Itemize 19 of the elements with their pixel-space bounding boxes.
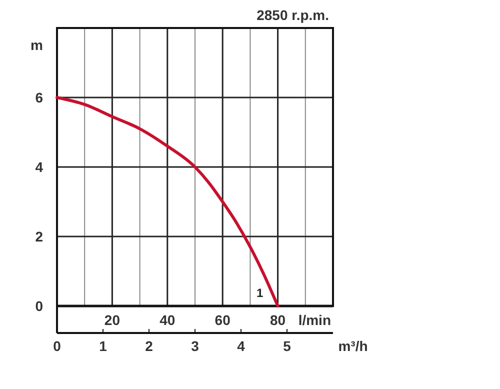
y-tick-label: 6 xyxy=(35,90,44,106)
x-tick-label: 5 xyxy=(283,338,292,354)
y-tick-label: 4 xyxy=(35,159,44,175)
x2-axis-title: l/min xyxy=(298,312,331,328)
y-tick-label: 2 xyxy=(35,228,44,244)
y-axis-title: m xyxy=(30,37,43,53)
x-axis-title: m³/h xyxy=(338,338,368,354)
x2-tick-label: 40 xyxy=(160,312,176,328)
x-tick-label: 3 xyxy=(191,338,200,354)
x-tick-label: 0 xyxy=(53,338,62,354)
x-tick-label: 2 xyxy=(145,338,154,354)
x-tick-label: 1 xyxy=(99,338,108,354)
x2-tick-label: 80 xyxy=(270,312,286,328)
y-tick-label: 0 xyxy=(35,298,44,314)
x-tick-label: 4 xyxy=(237,338,246,354)
annotation: 1 xyxy=(256,286,264,300)
x2-tick-label: 60 xyxy=(214,312,231,328)
chart-title: 2850 r.p.m. xyxy=(256,7,329,23)
x2-tick-label: 20 xyxy=(104,312,120,328)
